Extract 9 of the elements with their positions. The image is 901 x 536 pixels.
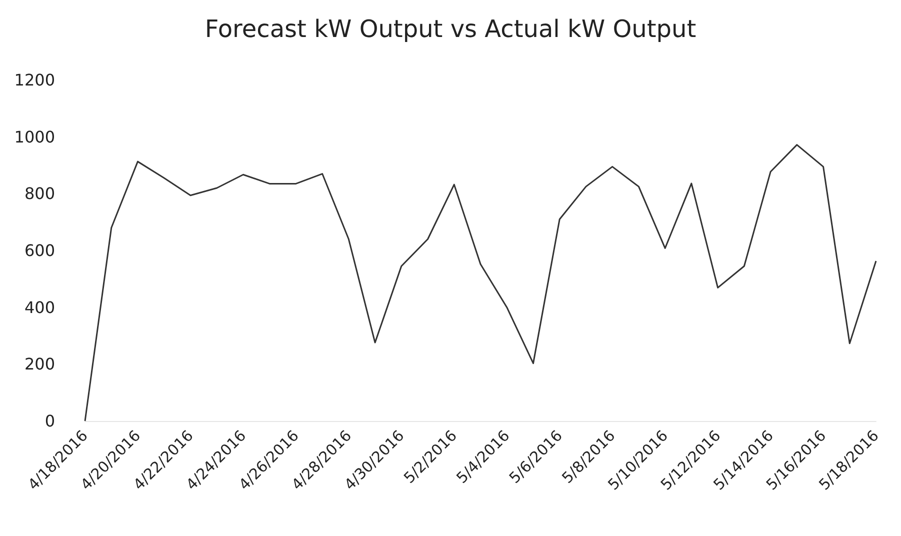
y-tick-label: 600 [24, 241, 55, 260]
y-tick-label: 400 [24, 298, 55, 317]
y-tick-label: 1200 [14, 70, 55, 90]
y-tick-label: 200 [24, 354, 55, 374]
y-tick-label: 1000 [14, 127, 55, 146]
y-tick-label: 0 [44, 412, 55, 430]
chart-title: Forecast kW Output vs Actual kW Output [204, 15, 696, 43]
line-series [84, 144, 877, 422]
y-tick-label: 800 [24, 184, 55, 204]
